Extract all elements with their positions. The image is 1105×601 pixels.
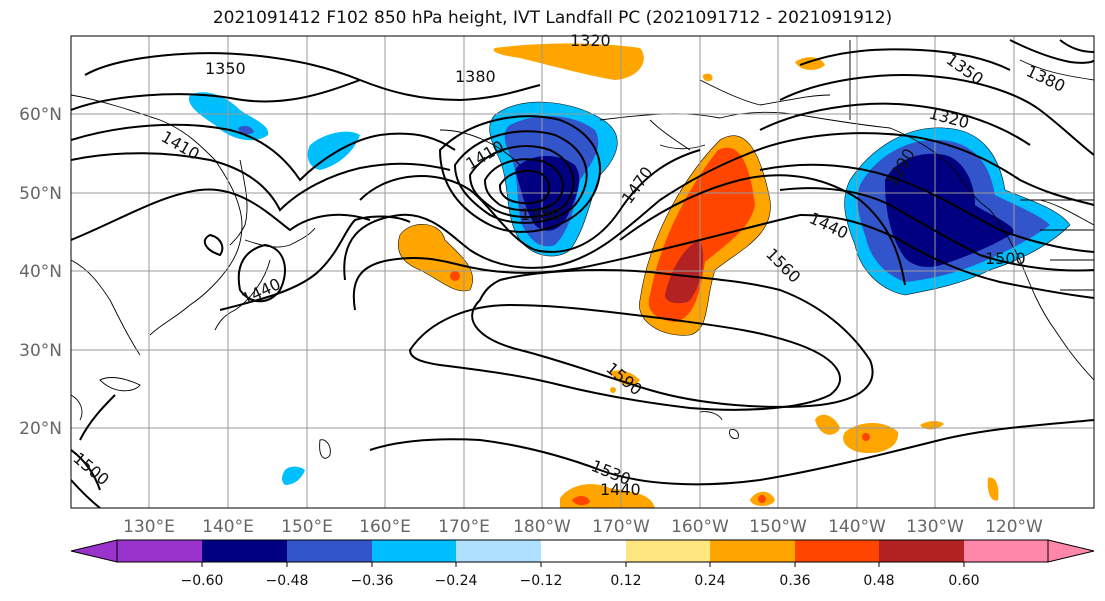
- contour-label: 1440: [600, 480, 641, 499]
- colorbar-extend-low: [70, 539, 118, 563]
- colorbar-segment: [456, 540, 541, 562]
- height-contours: [71, 39, 1094, 508]
- colorbar-segment: [795, 540, 879, 562]
- lat-label: 30°N: [19, 341, 62, 361]
- latitude-labels: 60°N 50°N 40°N 30°N 20°N: [19, 105, 62, 439]
- contour-label: 1500: [985, 249, 1026, 268]
- lon-label: 170°E: [438, 517, 490, 537]
- colorbar-segment: [541, 540, 626, 562]
- lat-label: 20°N: [19, 419, 62, 439]
- map-frame: [70, 35, 1095, 509]
- contour-label: 1320: [570, 31, 611, 50]
- colorbar: −0.60 −0.48 −0.36 −0.24 −0.12 0.12 0.24 …: [70, 539, 1095, 589]
- colorbar-tick-label: −0.48: [266, 573, 309, 589]
- colorbar-tick-label: −0.12: [520, 573, 563, 589]
- colorbar-segment: [879, 540, 964, 562]
- colorbar-segment: [964, 540, 1048, 562]
- colorbar-tick-label: 0.12: [610, 573, 641, 589]
- colorbar-tick-label: 0.36: [779, 573, 810, 589]
- lon-label: 140°E: [202, 517, 254, 537]
- lon-label: 180°W: [513, 517, 571, 537]
- lon-label: 150°E: [281, 517, 333, 537]
- lon-label: 160°E: [359, 517, 411, 537]
- colorbar-segment: [710, 540, 795, 562]
- colorbar-segment: [202, 540, 287, 562]
- lon-label: 170°W: [592, 517, 650, 537]
- lon-label: 130°W: [906, 517, 964, 537]
- lon-label: 140°W: [828, 517, 886, 537]
- colorbar-tick-label: 0.48: [863, 573, 894, 589]
- colorbar-extend-high: [1047, 539, 1095, 563]
- graticule: [71, 36, 1094, 508]
- ivt-negative-shading: [189, 92, 1070, 485]
- contour-label: 1380: [520, 205, 561, 224]
- colorbar-tick-label: 0.24: [694, 573, 725, 589]
- colorbar-tick-label: −0.60: [181, 573, 224, 589]
- colorbar-tick-label: −0.24: [435, 573, 478, 589]
- colorbar-segment: [117, 540, 202, 562]
- colorbar-tick-label: −0.36: [351, 573, 394, 589]
- lon-label: 160°W: [671, 517, 729, 537]
- lon-label: 150°W: [749, 517, 807, 537]
- lon-label: 130°E: [123, 517, 175, 537]
- coastlines: [71, 40, 1094, 459]
- contour-label: 1380: [455, 67, 496, 86]
- lon-label: 120°W: [985, 517, 1043, 537]
- colorbar-segment: [287, 540, 372, 562]
- lat-label: 50°N: [19, 184, 62, 204]
- contour-label: 1350: [205, 59, 246, 78]
- colorbar-tick-label: 0.60: [948, 573, 979, 589]
- colorbar-segment: [626, 540, 710, 562]
- colorbar-segment: [372, 540, 456, 562]
- lat-label: 60°N: [19, 105, 62, 125]
- lat-label: 40°N: [19, 262, 62, 282]
- longitude-labels: 130°E 140°E 150°E 160°E 170°E 180°W 170°…: [123, 517, 1043, 537]
- map-title: 2021091412 F102 850 hPa height, IVT Land…: [212, 8, 893, 28]
